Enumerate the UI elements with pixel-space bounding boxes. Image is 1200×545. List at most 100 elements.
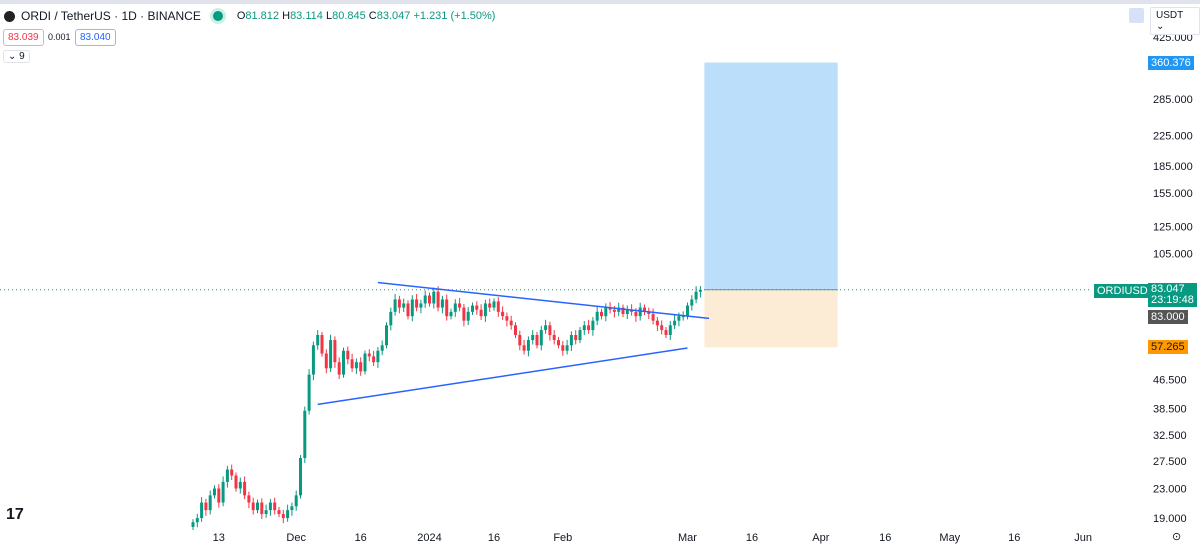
sell-price-button[interactable]: 83.039 xyxy=(3,29,44,46)
candle-body xyxy=(664,330,668,335)
candle-body xyxy=(582,325,586,331)
candle-body xyxy=(488,303,492,308)
candle-body xyxy=(548,325,552,335)
candle-body xyxy=(449,311,453,317)
candle-body xyxy=(574,334,578,341)
candle-body xyxy=(681,316,685,318)
candle-body xyxy=(690,299,694,306)
candle-body xyxy=(647,311,651,315)
candle-body xyxy=(213,488,216,496)
candle-body xyxy=(617,307,621,312)
candle-body xyxy=(393,299,397,312)
candle-body xyxy=(320,334,324,354)
candle-body xyxy=(612,309,616,312)
candle-body xyxy=(277,510,281,515)
candle-body xyxy=(436,291,440,308)
x-tick-label: Apr xyxy=(812,532,829,544)
line-price-tag: 83.000 xyxy=(1148,310,1188,324)
candle-body xyxy=(428,295,431,304)
candle-body xyxy=(247,495,251,503)
candle-body xyxy=(686,305,689,317)
candle-body xyxy=(367,353,371,357)
stop-zone xyxy=(704,289,838,348)
candle-body xyxy=(350,359,354,369)
x-tick-label: 16 xyxy=(488,532,500,544)
trendline xyxy=(377,281,710,320)
candle-body xyxy=(419,303,423,308)
candle-body xyxy=(221,481,225,503)
candle-body xyxy=(643,307,646,312)
candle-body xyxy=(492,301,496,308)
candle-body xyxy=(299,458,302,496)
candle-body xyxy=(337,362,341,375)
candle-body xyxy=(509,320,513,326)
candle-body xyxy=(677,316,681,321)
candle-body xyxy=(483,303,487,317)
x-tick-label: 13 xyxy=(213,532,225,544)
market-open-status-icon xyxy=(212,11,223,21)
candle-body xyxy=(561,345,565,351)
indicators-toggle-button[interactable]: ⌄ 9 xyxy=(3,50,30,63)
candle-body xyxy=(200,502,204,519)
candle-body xyxy=(471,305,474,312)
candle-body xyxy=(634,311,638,317)
candle-body xyxy=(496,301,500,312)
y-tick-label: 32.500 xyxy=(1153,430,1187,442)
candle-body xyxy=(324,353,328,369)
candle-body xyxy=(346,350,350,360)
candle-body xyxy=(475,305,479,310)
ordi-logo-icon xyxy=(4,10,15,22)
x-tick-label: 16 xyxy=(879,532,891,544)
candle-body xyxy=(329,340,333,369)
candle-body xyxy=(539,330,543,346)
x-tick-label: Dec xyxy=(286,532,306,544)
candle-body xyxy=(294,495,298,507)
candle-body xyxy=(230,469,234,476)
candle-body xyxy=(311,345,315,375)
candle-body xyxy=(256,502,259,511)
candle-body xyxy=(462,307,466,321)
spread-value: 0.001 xyxy=(48,32,71,42)
candle-body xyxy=(668,325,672,335)
candle-body xyxy=(372,356,376,363)
candle-body xyxy=(376,350,380,363)
symbol-title[interactable]: ORDI / TetherUS · 1D · BINANCE xyxy=(21,9,201,23)
candle-body xyxy=(698,289,702,292)
tradingview-logo: 17 xyxy=(6,506,24,523)
candle-body xyxy=(501,311,505,317)
x-tick-label: Feb xyxy=(553,532,572,544)
currency-select[interactable]: USDT ⌄ xyxy=(1150,7,1200,35)
candle-body xyxy=(694,291,698,300)
candle-body xyxy=(307,374,311,411)
x-tick-label: Mar xyxy=(678,532,697,544)
candle-body xyxy=(415,299,419,308)
candle-body xyxy=(273,502,277,511)
candle-body xyxy=(514,325,517,335)
candle-body xyxy=(359,362,363,372)
candle-body xyxy=(673,320,677,326)
y-tick-label: 19.000 xyxy=(1153,513,1187,525)
y-tick-label: 425.000 xyxy=(1153,32,1193,44)
compare-icon[interactable] xyxy=(1129,8,1144,23)
candle-body xyxy=(432,291,436,304)
last-price-tag: 83.047 23:19:48 xyxy=(1148,283,1197,307)
candle-body xyxy=(208,495,212,511)
candle-body xyxy=(342,350,345,375)
candle-body xyxy=(638,307,642,317)
candle-body xyxy=(535,334,539,346)
candle-body xyxy=(453,303,457,312)
trendline xyxy=(317,347,688,406)
candle-body xyxy=(290,506,294,511)
settings-icon[interactable]: ⊙ xyxy=(1172,531,1182,543)
candle-body xyxy=(397,299,401,308)
y-tick-label: 185.000 xyxy=(1153,161,1193,173)
buy-price-button[interactable]: 83.040 xyxy=(75,29,116,46)
stop-price-tag: 57.265 xyxy=(1148,340,1188,354)
candle-body xyxy=(238,481,242,489)
candle-body xyxy=(406,303,410,317)
candle-body xyxy=(591,320,595,331)
candle-body xyxy=(363,353,367,372)
candle-body xyxy=(625,309,629,315)
candle-body xyxy=(445,299,449,317)
